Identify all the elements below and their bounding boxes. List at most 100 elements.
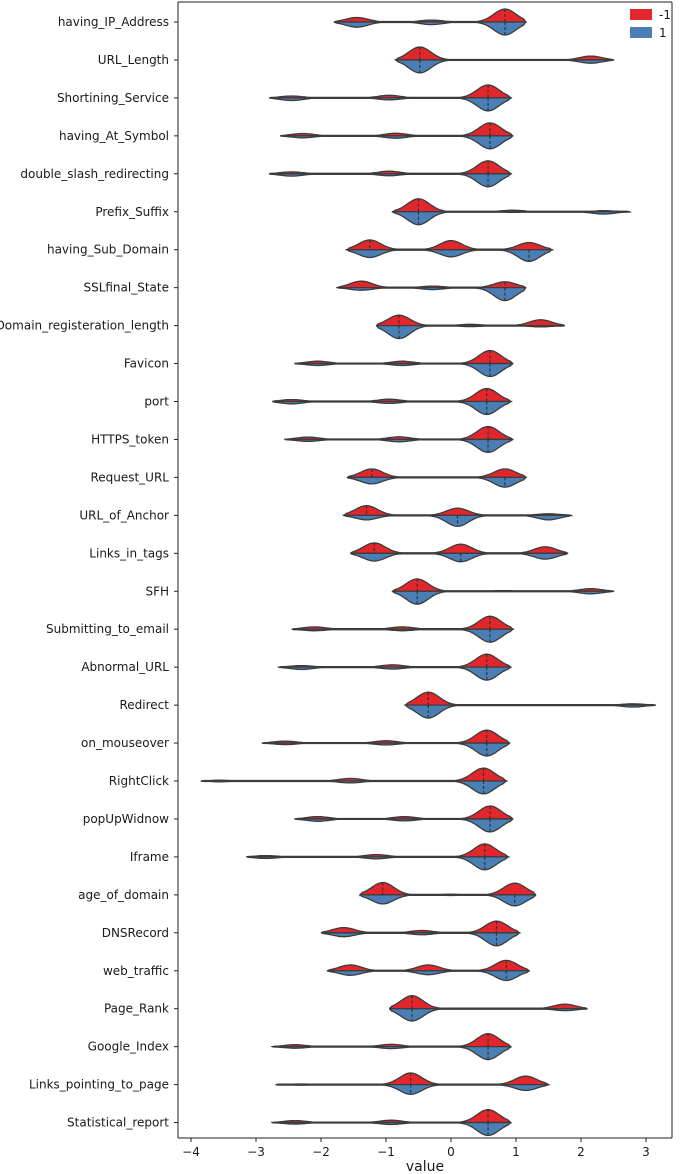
violin-half-pos <box>403 704 656 719</box>
violin-half-pos <box>388 1008 588 1022</box>
violin-Statistical_report <box>270 1108 512 1137</box>
violin-half-neg <box>280 122 514 137</box>
violin-half-neg <box>326 959 530 973</box>
violin-popUpWidnow <box>294 805 514 833</box>
violin-half-pos <box>294 362 514 378</box>
y-tick-label: Links_pointing_to_page <box>29 1078 169 1092</box>
y-tick-label: Iframe <box>130 850 169 864</box>
violin-half-pos <box>394 59 615 74</box>
violin-half-neg <box>294 349 514 365</box>
violin-half-pos <box>283 438 514 454</box>
y-tick-label: Statistical_report <box>67 1116 169 1130</box>
x-tick-label: −1 <box>377 1145 395 1159</box>
violin-half-neg <box>270 1033 512 1049</box>
violin-half-neg <box>335 280 527 289</box>
violin-half-neg <box>394 46 615 61</box>
violin-half-pos <box>268 173 513 188</box>
violin-half-neg <box>345 239 555 251</box>
violin-Abnormal_URL <box>277 653 512 681</box>
violin-web_traffic <box>326 959 530 982</box>
y-tick-label: age_of_domain <box>78 888 169 902</box>
violin-SFH <box>391 578 615 605</box>
violin-Links_in_tags <box>349 542 569 563</box>
violin-URL_of_Anchor <box>342 504 574 528</box>
violin-group <box>200 8 656 1137</box>
y-tick-label: having_At_Symbol <box>59 129 169 143</box>
violin-half-pos <box>326 970 530 982</box>
violin-half-neg <box>359 881 537 897</box>
y-tick-label: Links_in_tags <box>89 546 169 560</box>
violin-age_of_domain <box>359 881 537 907</box>
violin-Domain_registeration_length <box>375 314 566 340</box>
violin-Shortining_Service <box>268 84 513 112</box>
violin-half-pos <box>291 628 515 643</box>
violin-half-pos <box>275 1083 549 1095</box>
y-tick-label: Google_Index <box>88 1040 169 1054</box>
y-tick-label: on_mouseover <box>81 736 169 750</box>
violin-half-pos <box>333 21 528 36</box>
y-tick-label: URL_of_Anchor <box>79 508 169 522</box>
violin-Iframe <box>246 843 511 871</box>
y-tick-label: port <box>144 395 169 409</box>
violin-half-neg <box>391 198 632 213</box>
violin-half-neg <box>403 691 656 706</box>
violin-half-neg <box>294 805 514 820</box>
violin-Submitting_to_email <box>291 615 515 643</box>
x-tick-label: 3 <box>642 1145 650 1159</box>
violin-Request_URL <box>346 468 528 488</box>
x-tick-label: −4 <box>182 1145 200 1159</box>
violin-half-pos <box>268 97 513 112</box>
legend-label-neg: -1 <box>659 8 671 22</box>
y-tick-label: RightClick <box>109 774 169 788</box>
axes <box>177 1 673 1139</box>
x-tick-label: −3 <box>247 1145 265 1159</box>
violin-Favicon <box>294 349 514 378</box>
y-tick-label: Redirect <box>120 698 170 712</box>
violin-half-pos <box>270 1121 512 1137</box>
violin-half-neg <box>268 84 513 99</box>
violin-half-pos <box>335 287 527 302</box>
violin-half-pos <box>346 476 528 488</box>
violin-half-neg <box>346 468 528 479</box>
y-tick-label: SSLfinal_State <box>83 281 169 295</box>
x-tick-label: 0 <box>447 1145 455 1159</box>
legend-swatch-neg <box>630 9 652 20</box>
y-tick-label: Shortining_Service <box>57 91 169 105</box>
violin-half-pos <box>391 590 615 605</box>
violin-DNSRecord <box>320 920 521 947</box>
violin-half-neg <box>391 578 615 593</box>
y-tick-label: HTTPS_token <box>91 432 169 446</box>
violin-half-neg <box>291 615 515 630</box>
y-tick-label: SFH <box>145 584 169 598</box>
violin-HTTPS_token <box>283 425 514 454</box>
violin-half-pos <box>359 894 537 907</box>
y-tick-label: Prefix_Suffix <box>95 205 169 219</box>
y-tick-labels: having_IP_Address URL_Length Shortining_Se… <box>0 15 178 1130</box>
violin-RightClick <box>200 767 509 795</box>
y-tick-label: Favicon <box>124 357 169 371</box>
y-tick-label: double_slash_redirecting <box>20 167 169 181</box>
violin-Prefix_Suffix <box>391 198 632 226</box>
y-tick-label: having_Sub_Domain <box>47 243 169 257</box>
violin-half-pos <box>320 932 521 947</box>
y-tick-label: web_traffic <box>103 964 169 978</box>
violin-Page_Rank <box>388 995 588 1022</box>
x-axis-label: value <box>406 1159 444 1174</box>
x-tick-label: 1 <box>512 1145 520 1159</box>
legend-label-pos: 1 <box>659 26 667 40</box>
violin-half-pos <box>246 856 511 871</box>
violin-half-neg <box>275 1072 551 1086</box>
violin-double_slash_redirecting <box>268 160 513 188</box>
violin-half-neg <box>268 160 513 175</box>
violin-half-pos <box>261 742 511 757</box>
violin-Redirect <box>403 691 656 719</box>
y-tick-label: having_IP_Address <box>58 15 169 29</box>
violin-half-neg <box>388 995 588 1010</box>
violin-half-neg <box>270 1108 512 1125</box>
violin-half-pos <box>272 400 513 416</box>
violin-half-neg <box>349 542 569 554</box>
violin-half-pos <box>277 666 512 681</box>
violin-having_Sub_Domain <box>344 239 555 263</box>
violin-Google_Index <box>270 1033 512 1061</box>
